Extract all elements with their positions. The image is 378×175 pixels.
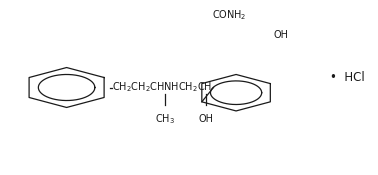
Text: •  HCl: • HCl xyxy=(330,71,365,84)
Text: OH: OH xyxy=(274,30,289,40)
Text: OH: OH xyxy=(198,114,214,124)
Text: CH$_3$: CH$_3$ xyxy=(155,112,175,126)
Text: CH$_2$CH$_2$CHNHCH$_2$CH: CH$_2$CH$_2$CHNHCH$_2$CH xyxy=(112,81,212,94)
Text: CONH$_2$: CONH$_2$ xyxy=(212,9,247,22)
